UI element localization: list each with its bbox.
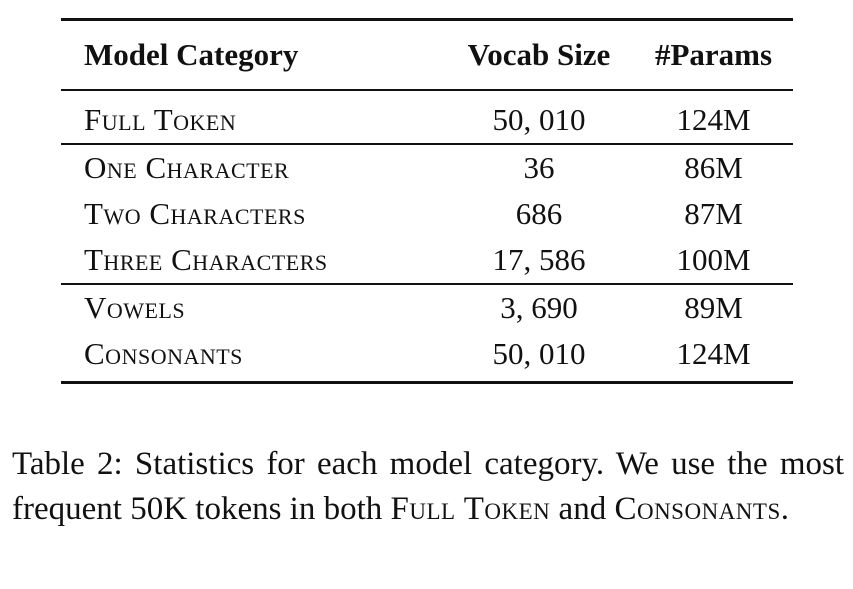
table-row: Consonants 50, 010 124M (61, 331, 793, 384)
cell-params: 86M (684, 150, 743, 185)
cell-vocab-size: 36 (523, 150, 555, 185)
table-caption: Table 2: Statistics for each model categ… (12, 442, 844, 532)
cell-category: One Character (84, 150, 290, 185)
header-vocab-size: Vocab Size (444, 19, 634, 91)
cell-category: Vowels (84, 290, 186, 325)
cell-vocab-size: 686 (515, 196, 563, 231)
cell-category: Full Token (61, 90, 444, 145)
cell-category: Three Characters (61, 237, 444, 285)
table-row: Full Token 50, 010 124M (61, 90, 793, 145)
caption-text: Table 2: Statistics for each model categ… (12, 446, 844, 527)
header-params: #Params (634, 19, 793, 91)
caption-term-consonants: Consonants (614, 491, 781, 527)
table: Model Category Vocab Size #Params Full T… (61, 18, 793, 384)
cell-vocab-size: 50, 010 (444, 331, 634, 384)
table-row: Three Characters 17, 586 100M (61, 237, 793, 285)
caption-text-middle: and (550, 491, 615, 527)
cell-params: 124M (634, 90, 793, 145)
caption-term-full-token: Full Token (390, 491, 551, 527)
cell-vocab-size: 3, 690 (500, 290, 578, 325)
cell-params: 87M (684, 196, 743, 231)
header-model-category: Model Category (61, 19, 444, 91)
header-row: Model Category Vocab Size #Params (61, 19, 793, 91)
caption-text-suffix: . (780, 491, 790, 527)
table-row: Two Characters 686 87M (61, 191, 793, 237)
cell-vocab-size: 17, 586 (444, 237, 634, 285)
table-row: One Character 36 86M (61, 144, 793, 191)
cell-params: 89M (684, 290, 743, 325)
cell-params: 124M (634, 331, 793, 384)
cell-vocab-size: 50, 010 (444, 90, 634, 145)
statistics-table: Model Category Vocab Size #Params Full T… (61, 18, 793, 384)
cell-params: 100M (634, 237, 793, 285)
cell-category: Consonants (61, 331, 444, 384)
cell-category: Two Characters (84, 196, 306, 231)
table-row: Vowels 3, 690 89M (61, 284, 793, 331)
